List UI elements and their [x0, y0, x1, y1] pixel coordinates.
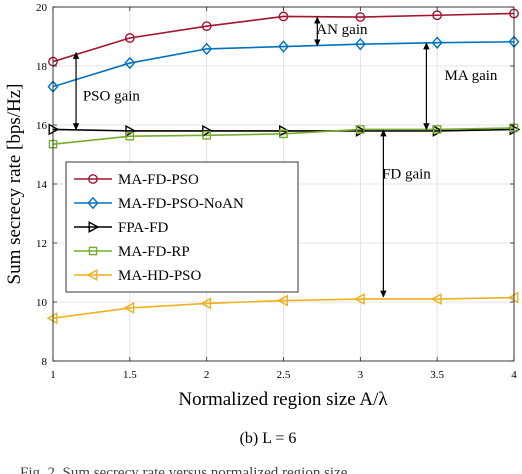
data-point-ma-fd-pso [278, 11, 289, 22]
arrow-head [72, 51, 80, 59]
arrow-head [314, 39, 321, 47]
legend-marker [88, 221, 100, 233]
legend-entry-label: MA-HD-PSO [118, 268, 202, 284]
data-point-ma-hd-pso [353, 293, 365, 306]
y-tick-labels: 8 10 12 14 16 18 20 [36, 2, 514, 368]
subfigure-caption: (b) L = 6 [240, 430, 297, 447]
series-markers [46, 8, 521, 325]
x-axis-label: Normalized region size A/λ [178, 389, 388, 410]
legend-marker [87, 196, 99, 210]
data-point-ma-hd-pso [430, 293, 442, 306]
arrow-head [423, 42, 430, 50]
arrow-head [380, 129, 387, 137]
gain-annotation-label: FD gain [382, 167, 431, 183]
series-line-ma-fd-pso-noan [53, 41, 514, 88]
data-point-ma-fd-rp [356, 125, 365, 134]
data-point-fpa-fd [48, 123, 60, 136]
data-point-ma-fd-pso-noan [124, 56, 136, 70]
gain-annotation-label: PSO gain [83, 89, 141, 105]
data-point-ma-fd-pso [201, 21, 212, 32]
data-point-ma-fd-pso [432, 10, 443, 21]
series-line-ma-fd-pso [53, 12, 514, 63]
data-point-ma-fd-rp [202, 131, 211, 140]
arrow-head [380, 290, 387, 298]
data-point-fpa-fd [202, 124, 214, 137]
legend: MA-FD-PSO MA-FD-PSO-NoAN FPA-FD MA-FD-RP MA-… [65, 161, 299, 293]
data-point-ma-fd-rp [125, 131, 135, 141]
arrow-head [423, 123, 430, 131]
gain-annotation-label: MA gain [445, 68, 498, 84]
gain-annotation-label: AN gain [316, 22, 368, 38]
y-tick-label: 16 [36, 120, 48, 132]
data-point-ma-fd-rp [432, 125, 442, 134]
data-point-ma-fd-pso-noan [354, 37, 366, 51]
legend-marker [86, 269, 98, 281]
x-tick-label: 2.5 [277, 369, 291, 381]
data-point-ma-hd-pso [123, 301, 135, 314]
y-tick-label: 8 [42, 356, 48, 368]
y-tick-label: 18 [36, 61, 48, 73]
annotations: AN gain PSO gain MA gain FD gain [72, 16, 498, 298]
data-point-ma-fd-pso-noan [201, 42, 213, 56]
y-tick-label: 14 [36, 179, 48, 191]
x-tick-label: 1.5 [123, 369, 137, 381]
x-tick-label: 4 [511, 369, 517, 381]
data-point-ma-hd-pso [277, 294, 288, 307]
legend-entry-label: MA-FD-RP [118, 244, 190, 260]
x-tick-label: 2 [204, 369, 210, 381]
data-point-ma-fd-pso [124, 33, 135, 43]
data-point-ma-hd-pso [46, 312, 58, 325]
legend-entry-label: MA-FD-PSO [118, 172, 199, 188]
x-tick-labels: 1 1.5 2 2.5 3 3.5 4 [50, 7, 517, 381]
data-point-ma-fd-rp [279, 129, 288, 139]
legend-entry-label: FPA-FD [118, 220, 168, 236]
arrow-head [314, 16, 321, 24]
x-tick-label: 3 [358, 369, 364, 381]
data-point-ma-hd-pso [507, 291, 519, 304]
legend-entry-label: MA-FD-PSO-NoAN [118, 196, 244, 212]
x-tick-label: 3.5 [430, 369, 444, 381]
data-point-ma-fd-pso-noan [277, 40, 290, 53]
legend-marker [88, 174, 98, 184]
data-point-ma-hd-pso [200, 297, 212, 310]
y-tick-label: 12 [36, 238, 47, 250]
data-point-ma-fd-pso [355, 12, 366, 22]
y-tick-label: 20 [36, 2, 48, 14]
y-axis-label: Sum secrecy rate [bps/Hz] [4, 83, 25, 284]
y-tick-label: 10 [36, 297, 48, 309]
legend-marker [88, 246, 98, 256]
series-line-ma-hd-pso [53, 296, 514, 320]
arrow-head [72, 123, 80, 131]
figure-caption: Fig. 2. Sum secrecy rate versus normaliz… [20, 465, 348, 474]
x-tick-label: 1 [50, 369, 56, 381]
data-point-ma-fd-pso-noan [431, 36, 443, 49]
